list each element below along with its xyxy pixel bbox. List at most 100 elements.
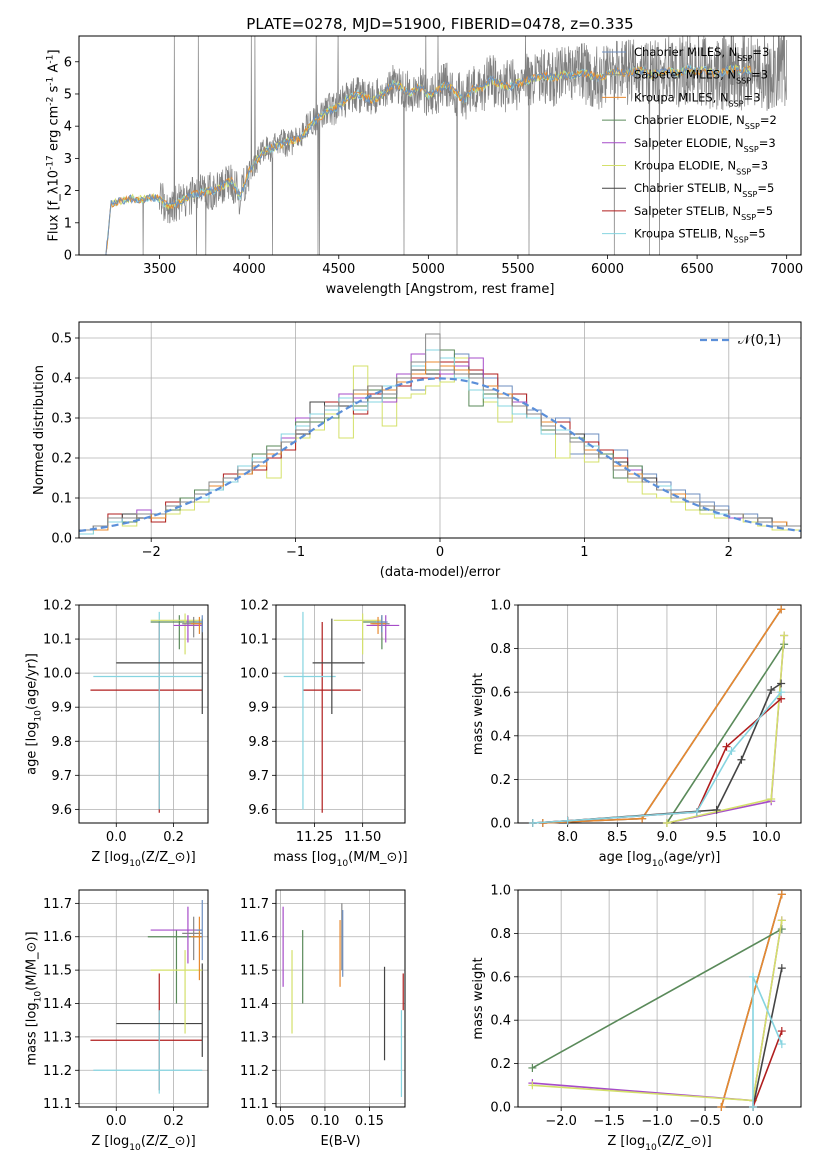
weight-marker	[777, 964, 786, 973]
y-tick-label: 1	[64, 216, 72, 231]
weight-marker	[777, 916, 786, 925]
x-axis-label: Z [log10(Z/Z_⊙)]	[91, 1134, 195, 1153]
y-tick-label: 4	[64, 120, 72, 135]
x-tick-label: 7000	[770, 262, 803, 277]
y-tick-label: 1.0	[490, 884, 511, 899]
weight-line-kroupa_miles	[720, 894, 783, 1108]
y-tick-label: 11.5	[43, 964, 72, 979]
mass-vs-extinction-panel: 0.05 0.10 0.15 11.1 11.2 11.3 11.4 11.5 11.6 11.7…	[240, 889, 406, 1149]
y-axis-label: mass weight	[471, 673, 486, 755]
x-axis-label: (data-model)/error	[380, 565, 501, 580]
y-tick-label: 6	[64, 55, 72, 70]
y-tick-label: 0.5	[51, 332, 72, 347]
x-tick-label: 6000	[591, 262, 624, 277]
weight-marker	[528, 819, 537, 827]
weight-marker	[692, 808, 701, 817]
weight-marker	[727, 747, 736, 756]
weight-marker	[528, 1063, 537, 1072]
legend-entry: Kroupa MILES, NSSP=3	[634, 90, 761, 108]
axes-frame	[78, 321, 802, 539]
axes-frame	[517, 604, 802, 824]
x-axis-label: Z [log10(Z/Z_⊙)]	[607, 1134, 711, 1153]
y-tick-label: 11.3	[43, 1030, 72, 1045]
mass-weight-vs-metallicity-panel: −2.0 −1.5 −1.0 −0.5 0.0 0.0 0.2 0.4 0.6 0.8 1.0 Z […	[471, 884, 802, 1153]
x-tick-label: 9.5	[706, 830, 727, 845]
y-tick-label: 11.1	[240, 1097, 269, 1112]
y-tick-label: 9.8	[51, 735, 72, 750]
y-tick-label: 9.7	[51, 769, 72, 784]
plot-area	[90, 900, 203, 1094]
y-tick-label: 10.1	[240, 633, 269, 648]
y-axis-label: mass [log10(M/M_⊙)]	[24, 931, 43, 1065]
x-tick-label: −0.5	[689, 1114, 721, 1129]
weight-line-salpeter_miles	[542, 608, 782, 824]
x-tick-label: −2	[142, 545, 161, 560]
x-tick-label: 8.0	[557, 830, 578, 845]
y-axis-label: Normed distribution	[32, 365, 47, 495]
x-tick-label: 11.50	[344, 830, 381, 845]
normal-curve	[79, 377, 801, 533]
y-tick-label: 9.9	[51, 701, 72, 716]
y-tick-label: 0.0	[490, 817, 511, 832]
y-tick-label: 0	[64, 249, 72, 264]
weight-line-salpeter_stelib	[752, 1030, 783, 1108]
x-tick-label: −2.0	[545, 1114, 577, 1129]
y-tick-label: 11.4	[43, 997, 72, 1012]
y-tick-label: 0.6	[490, 970, 511, 985]
y-tick-label: 0.4	[51, 372, 72, 387]
age-vs-metallicity-panel: 0.0 0.2 9.6 9.7 9.8 9.9 10.0 10.1 10.2 Z [log10(Z…	[24, 599, 209, 869]
y-tick-label: 0.0	[490, 1101, 511, 1116]
x-tick-label: 6500	[681, 262, 714, 277]
x-tick-label: 0.2	[163, 830, 184, 845]
weight-marker	[777, 679, 786, 688]
histogram-kroupa_elodie	[79, 357, 801, 535]
y-tick-label: 1.0	[490, 599, 511, 614]
weight-marker	[563, 816, 572, 825]
y-tick-label: 10.2	[240, 599, 269, 614]
x-tick-label: 0.15	[355, 1114, 384, 1129]
legend-entry: Salpeter ELODIE, NSSP=3	[634, 136, 776, 154]
weight-marker	[777, 1040, 786, 1049]
axes-frame	[78, 604, 209, 824]
x-tick-label: 11.25	[296, 830, 333, 845]
x-axis-label: wavelength [Angstrom, rest frame]	[326, 282, 555, 297]
y-tick-label: 9.8	[248, 735, 269, 750]
weight-line-chabrier_elodie	[666, 643, 785, 824]
y-tick-label: 10.1	[43, 633, 72, 648]
x-tick-label: 4500	[322, 262, 355, 277]
mass-weight-vs-age-panel: 8.0 8.5 9.0 9.5 10.0 0.0 0.2 0.4 0.6 0.8 1.0 age [l…	[471, 599, 802, 869]
weight-marker	[777, 890, 786, 899]
weight-marker	[737, 755, 746, 764]
y-tick-label: 11.3	[240, 1030, 269, 1045]
weight-line-chabrier_stelib	[752, 967, 783, 1108]
y-tick-label: 2	[64, 184, 72, 199]
y-tick-label: 0.4	[490, 729, 511, 744]
y-tick-label: 10.0	[240, 667, 269, 682]
x-tick-label: 0	[436, 545, 444, 560]
x-tick-label: −1	[286, 545, 305, 560]
x-tick-label: −1.5	[593, 1114, 625, 1129]
axes-frame	[517, 889, 802, 1108]
weight-line-chabrier_elodie	[532, 928, 783, 1069]
weight-marker	[528, 1081, 537, 1090]
legend-entry: 𝒩(0,1)	[738, 333, 781, 348]
legend-entry: Chabrier MILES, NSSP=3	[634, 45, 769, 63]
weight-marker	[767, 686, 776, 695]
model-spectrum-kroupa_stelib	[105, 64, 751, 255]
y-tick-label: 9.7	[248, 769, 269, 784]
weight-marker	[722, 742, 731, 751]
x-tick-label: 0.10	[310, 1114, 339, 1129]
x-axis-label: age [log10(age/yr)]	[599, 850, 721, 869]
y-axis-label: mass weight	[471, 957, 486, 1039]
x-tick-label: 3500	[143, 262, 176, 277]
x-tick-label: 0.2	[163, 1114, 184, 1129]
y-tick-label: 0.1	[51, 492, 72, 507]
weight-marker	[717, 1103, 726, 1111]
y-tick-label: 0.6	[490, 686, 511, 701]
y-tick-label: 0.4	[490, 1014, 511, 1029]
y-tick-label: 10.2	[43, 599, 72, 614]
mass-vs-metallicity-panel: 0.0 0.2 11.1 11.2 11.3 11.4 11.5 11.6 11.7 Z [log…	[24, 889, 209, 1153]
weight-marker	[712, 805, 721, 814]
weight-line-kroupa_miles	[542, 608, 782, 824]
